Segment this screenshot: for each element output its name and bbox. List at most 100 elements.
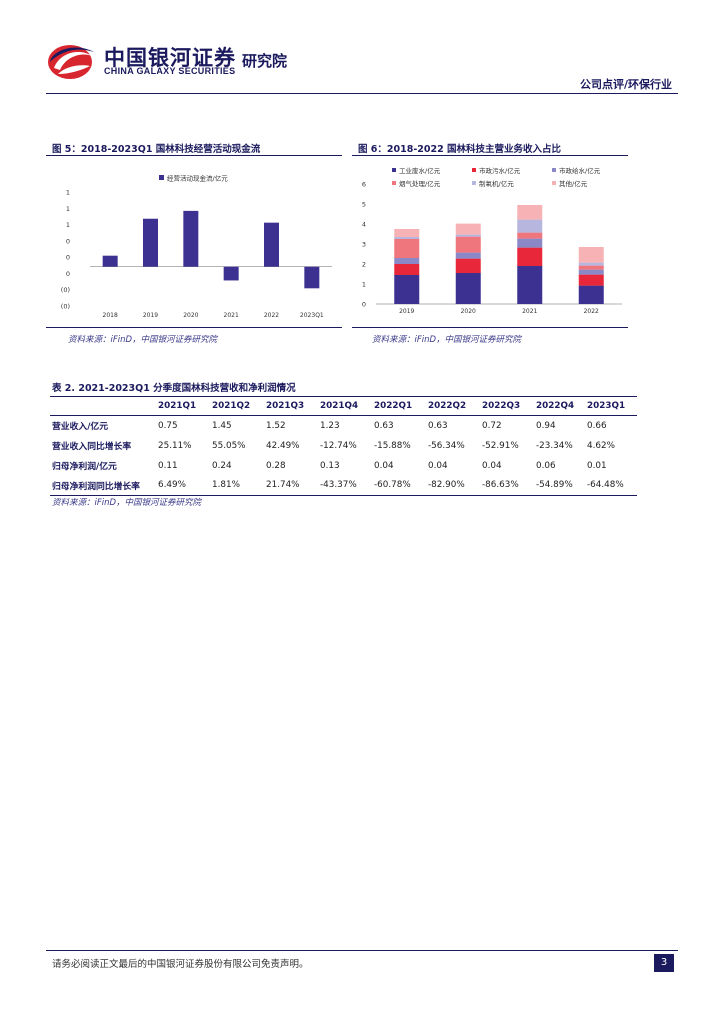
- stacked-bar-segment: [394, 229, 420, 237]
- footer-disclaimer: 请务必阅读正文最后的中国银河证券股份有限公司免责声明。: [52, 959, 309, 970]
- legend-label: 制氧机/亿元: [479, 179, 514, 188]
- table-cell: -12.74%: [320, 440, 357, 451]
- figure6-title: 图 6：2018-2022 国林科技主营业务收入占比: [358, 144, 562, 155]
- header-divider: [46, 93, 678, 94]
- table-cell: 1.81%: [208, 475, 262, 496]
- y-tick-label: 1: [362, 281, 366, 289]
- legend-swatch: [392, 168, 396, 172]
- table-cell: -52.91%: [482, 440, 519, 451]
- table-cell: 0.06: [536, 460, 556, 471]
- footer-divider: [46, 950, 678, 951]
- table-cell: -15.88%: [374, 440, 411, 451]
- x-tick-label: 2022: [264, 312, 279, 319]
- stacked-bar-segment: [578, 247, 604, 263]
- stacked-bar-segment: [517, 219, 543, 233]
- table-cell: 0.04: [428, 460, 448, 471]
- table-cell: -82.90%: [424, 475, 478, 496]
- quarterly-revenue-profit-table: 2021Q1 2021Q2 2021Q3 2021Q4 2022Q1 2022Q…: [50, 396, 637, 496]
- table-cell: 1.52: [266, 420, 286, 431]
- table-cell: 6.49%: [154, 475, 208, 496]
- galaxy-logo-icon: [48, 45, 94, 79]
- table-cell: 42.49%: [266, 440, 300, 451]
- row-header: 归母净利润同比增长率: [50, 475, 154, 496]
- column-header: 2022Q4: [532, 396, 583, 416]
- column-header: 2023Q1: [583, 396, 637, 416]
- figure5-chart: 经营活动现金流/亿元 1 1 1 0 0 0 (0) (0) 2018 2019 2020 2021 20…: [61, 174, 332, 319]
- table-cell: -56.34%: [428, 440, 465, 451]
- figure5-bottom-rule: [46, 327, 342, 328]
- y-tick-label: 0: [66, 254, 70, 262]
- table-cell: 0.04: [374, 460, 394, 471]
- y-tick-label: 4: [362, 221, 366, 229]
- legend-label: 市政污水/亿元: [479, 166, 521, 175]
- x-tick-label: 2020: [461, 308, 476, 315]
- figure5-top-rule: [46, 155, 342, 156]
- y-tick-label: 0: [362, 301, 366, 309]
- stacked-bar-segment: [578, 265, 604, 270]
- column-header: 2022Q1: [370, 396, 424, 416]
- y-tick-label: 1: [66, 221, 70, 229]
- y-tick-label: 1: [66, 189, 70, 197]
- column-header: 2022Q2: [424, 396, 478, 416]
- table-cell: -23.34%: [536, 440, 573, 451]
- table-cell: 0.01: [587, 460, 607, 471]
- column-header: 2022Q3: [478, 396, 532, 416]
- table-cell: -43.37%: [316, 475, 370, 496]
- brand-name-en: CHINA GALAXY SECURITIES: [104, 66, 236, 76]
- table-cell: 0.63: [428, 420, 448, 431]
- table-cell: -60.78%: [370, 475, 424, 496]
- y-tick-label: (0): [61, 286, 70, 294]
- column-header: [50, 396, 154, 416]
- y-tick-label: 2: [362, 261, 366, 269]
- cashflow-bar: [264, 222, 279, 267]
- legend-label: 市政给水/亿元: [559, 166, 601, 175]
- cashflow-bar: [223, 266, 239, 281]
- brand-name-cn: 中国银河证券: [104, 46, 236, 70]
- table-row: 营业收入同比增长率 25.11% 55.05% 42.49% -12.74% -…: [50, 436, 637, 456]
- legend-label: 其他/亿元: [559, 179, 588, 188]
- table-cell: 0.28: [266, 460, 286, 471]
- y-tick-label: 1: [66, 205, 70, 213]
- table-cell: 1.45: [212, 420, 232, 431]
- cashflow-bar: [304, 266, 320, 289]
- table-row: 营业收入/亿元 0.75 1.45 1.52 1.23 0.63 0.63 0.…: [50, 416, 637, 436]
- table-cell: -86.63%: [478, 475, 532, 496]
- legend-label: 经营活动现金流/亿元: [167, 174, 228, 183]
- legend-swatch: [552, 181, 556, 185]
- table-cell: 0.04: [482, 460, 502, 471]
- stacked-bar-segment: [517, 205, 543, 220]
- stacked-bar-segment: [455, 223, 481, 235]
- stacked-bar-segment: [517, 232, 543, 239]
- table-cell: 25.11%: [158, 440, 192, 451]
- stacked-bar-segment: [455, 258, 481, 273]
- table-cell: 0.11: [158, 460, 178, 471]
- document-category: 公司点评/环保行业: [579, 78, 672, 91]
- legend-swatch: [159, 175, 164, 180]
- brand-institute: 研究院: [242, 52, 288, 70]
- table-cell: 0.75: [158, 420, 178, 431]
- figure5-source: 资料来源：iFinD，中国银河证券研究院: [68, 335, 218, 345]
- stacked-bar-segment: [517, 266, 543, 304]
- legend-swatch: [392, 181, 396, 185]
- x-tick-label: 2022: [584, 308, 599, 315]
- figure6-source: 资料来源：iFinD，中国银河证券研究院: [372, 335, 522, 345]
- y-tick-label: 0: [66, 270, 70, 278]
- y-tick-label: (0): [61, 303, 70, 311]
- legend-swatch: [552, 168, 556, 172]
- stacked-bar-segment: [455, 234, 481, 237]
- table-cell: 0.13: [320, 460, 340, 471]
- stacked-bar-segment: [578, 285, 604, 304]
- x-tick-label: 2019: [399, 308, 414, 315]
- cashflow-bar: [143, 218, 158, 267]
- table-title: 表 2. 2021-2023Q1 分季度国林科技营收和净利润情况: [52, 383, 296, 394]
- y-tick-label: 6: [362, 181, 366, 189]
- table-cell: 21.74%: [262, 475, 316, 496]
- column-header: 2021Q1: [154, 396, 208, 416]
- stacked-bar-segment: [578, 269, 604, 275]
- cashflow-bar: [102, 255, 118, 267]
- table-cell: 55.05%: [212, 440, 246, 451]
- table-cell: 4.62%: [587, 440, 615, 451]
- stacked-bar-segment: [394, 264, 420, 275]
- column-header: 2021Q2: [208, 396, 262, 416]
